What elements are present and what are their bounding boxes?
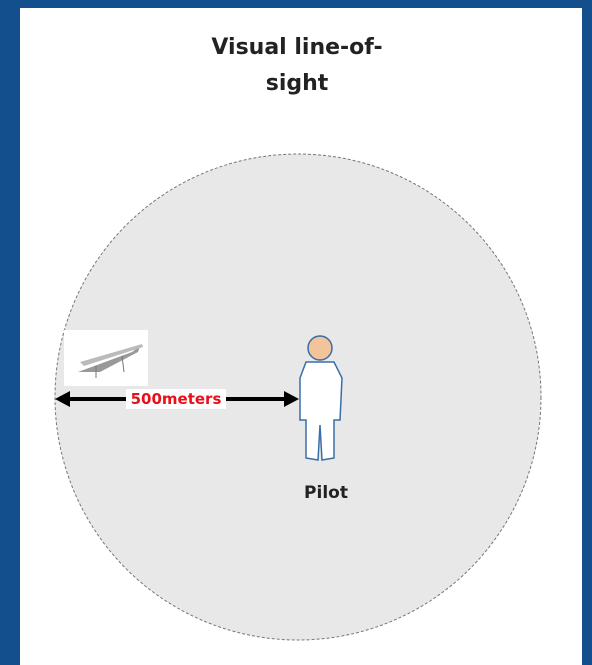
aircraft-image — [64, 330, 148, 386]
page: 500meters Pilot Visual line-of-sight (()… — [0, 0, 592, 665]
title: Visual line-of-sight — [197, 30, 397, 102]
pilot-label: Pilot — [304, 483, 348, 503]
distance-label: 500meters — [131, 390, 222, 408]
